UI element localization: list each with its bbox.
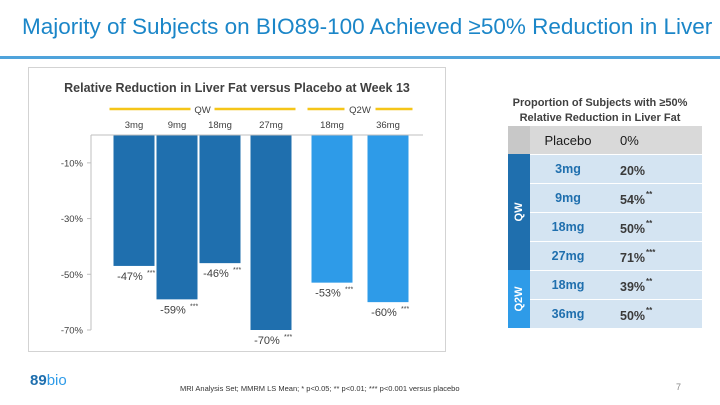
table-value: 50%** (606, 299, 702, 328)
table-row: 18mg 50%** (508, 212, 702, 241)
table-sig: ** (646, 189, 653, 199)
bar (156, 135, 198, 300)
table-title-line2: Relative Reduction in Liver Fat (519, 112, 681, 124)
table-dose: 18mg (530, 212, 606, 241)
table-sig: *** (646, 247, 656, 257)
table-group-label-qw: QW (513, 202, 525, 222)
table-value-text: 50% (620, 308, 646, 323)
bar (199, 135, 241, 264)
x-tick-label: 18mg (320, 120, 344, 131)
table-row-placebo: Placebo 0% (508, 126, 702, 154)
table-dose: 3mg (530, 154, 606, 183)
bar-value-label: -60% (371, 307, 397, 319)
bar (367, 135, 409, 303)
y-tick-label: -70% (61, 326, 84, 337)
bar (250, 135, 292, 330)
logo-part1: 89 (30, 372, 47, 389)
bar-value-label: -46% (203, 268, 229, 280)
placebo-value: 0% (606, 126, 702, 154)
bar-value-label: -47% (117, 271, 143, 283)
company-logo: 89bio (30, 372, 67, 389)
table-row: Q2W 18mg 39%** (508, 270, 702, 328)
slide-title: Majority of Subjects on BIO89-100 Achiev… (22, 14, 720, 39)
y-tick-label: -30% (61, 214, 84, 225)
table-sig: ** (646, 276, 653, 286)
table-value: 71%*** (606, 241, 702, 270)
x-tick-label: 9mg (168, 120, 186, 131)
table-value: 50%** (606, 212, 702, 241)
table-row: 9mg 54%** (508, 183, 702, 212)
bar-significance-label: *** (401, 306, 409, 313)
bar-chart: Relative Reduction in Liver Fat versus P… (61, 81, 423, 347)
bar-value-label: -70% (254, 335, 280, 347)
table-row: 36mg 50%** (508, 299, 702, 328)
x-tick-label: 3mg (125, 120, 143, 131)
table-title: Proportion of Subjects with ≥50% Relativ… (500, 96, 700, 126)
placebo-label: Placebo (530, 126, 606, 154)
table-value: 20% (606, 154, 702, 183)
group-label: Q2W (349, 105, 371, 116)
bar-significance-label: *** (147, 270, 155, 277)
table-row: 27mg 71%*** (508, 241, 702, 270)
bar-value-label: -59% (160, 304, 186, 316)
table-value-text: 71% (620, 250, 646, 265)
table-dose: 18mg (530, 270, 606, 299)
chart-panel (28, 67, 446, 352)
page-number: 7 (676, 382, 682, 392)
x-tick-label: 18mg (208, 120, 232, 131)
table-dose: 9mg (530, 183, 606, 212)
table-value: 54%** (606, 183, 702, 212)
table-group-label-q2w: Q2W (513, 286, 525, 312)
y-tick-label: -50% (61, 270, 84, 281)
table-group-cell-empty (508, 126, 530, 154)
bar (113, 135, 155, 266)
table-dose: 36mg (530, 299, 606, 328)
table-dose: 27mg (530, 241, 606, 270)
bar-significance-label: *** (190, 303, 198, 310)
table-value-text: 39% (620, 279, 646, 294)
table-value-text: 50% (620, 221, 646, 236)
bar-significance-label: *** (233, 267, 241, 274)
table-value: 39%** (606, 270, 702, 299)
bar-significance-label: *** (345, 287, 353, 294)
chart-title: Relative Reduction in Liver Fat versus P… (64, 81, 410, 95)
y-tick-label: -10% (61, 158, 84, 169)
table-value-text: 54% (620, 192, 646, 207)
table-group-qw: QW (508, 154, 530, 270)
logo-part2: bio (46, 372, 67, 389)
group-label: QW (194, 105, 210, 116)
table-sig: ** (646, 305, 653, 315)
bar (311, 135, 353, 283)
footnote: MRI Analysis Set; MMRM LS Mean; * p<0.05… (180, 384, 460, 393)
table-row: QW 3mg 20% (508, 154, 702, 270)
bar-significance-label: *** (284, 334, 292, 341)
proportion-table: Placebo 0% QW 3mg 20% 9mg 54%** 18mg 50%… (508, 126, 702, 328)
table-group-q2w: Q2W (508, 270, 530, 328)
x-tick-label: 27mg (259, 120, 283, 131)
title-divider (0, 56, 720, 59)
table-value-text: 20% (620, 163, 646, 178)
table-sig: ** (646, 218, 653, 228)
table-title-line1: Proportion of Subjects with ≥50% (512, 97, 688, 109)
bar-value-label: -53% (315, 288, 341, 300)
x-tick-label: 36mg (376, 120, 400, 131)
